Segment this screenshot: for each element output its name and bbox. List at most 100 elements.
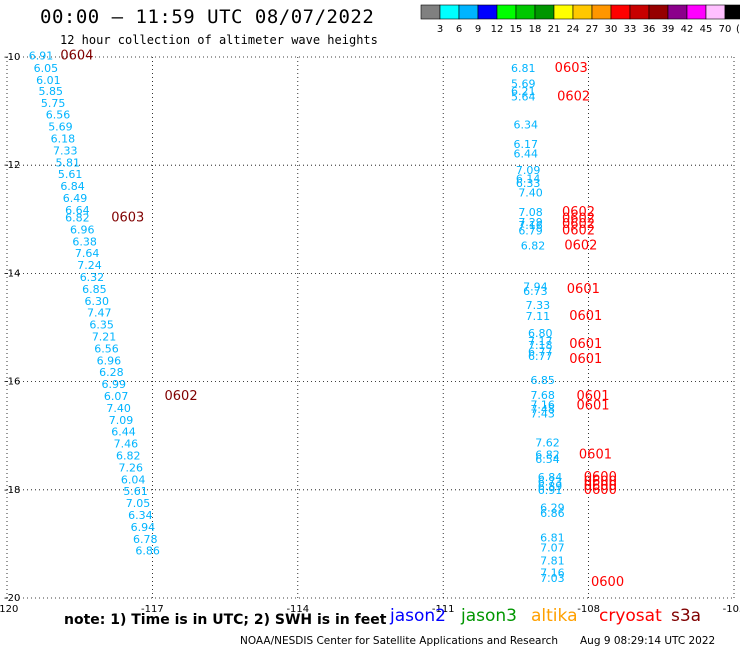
swh-data-point: 6.80	[528, 327, 553, 340]
swh-data-point: 6.05	[34, 62, 59, 75]
colorbar-tick-label: 39	[662, 24, 675, 35]
swh-data-point: 6.32	[80, 271, 105, 284]
colorbar-tick-label: 6	[456, 24, 462, 35]
y-tick-label: -18	[4, 485, 20, 496]
swh-data-point: 6.38	[72, 235, 97, 248]
swh-data-point: 6.21	[511, 85, 536, 98]
swh-data-point: 6.86	[135, 545, 160, 558]
time-label: 0601	[576, 389, 609, 404]
y-tick-label: -10	[4, 52, 20, 63]
time-label: 0603	[111, 210, 144, 225]
swh-data-point: 7.33	[53, 144, 78, 157]
colorbar-tick-label: 15	[510, 24, 523, 35]
swh-data-point: 7.47	[87, 307, 112, 320]
time-label: 0601	[567, 282, 600, 297]
time-label: 0602	[564, 239, 597, 254]
swh-data-point: 6.44	[111, 426, 136, 439]
swh-data-point: 7.26	[118, 461, 142, 474]
colorbar-tick-label: 70	[719, 24, 732, 35]
swh-data-point: 6.17	[513, 138, 538, 151]
swh-data-point: 6.30	[85, 295, 110, 308]
time-label: 0600	[591, 575, 624, 590]
swh-data-point: 6.35	[89, 319, 114, 332]
swh-data-point: 6.73	[538, 475, 563, 488]
swh-data-point: 7.08	[518, 206, 543, 219]
y-tick-label: -12	[4, 160, 20, 171]
swh-data-point: 7.05	[126, 497, 151, 510]
time-label: 0603	[555, 61, 588, 76]
colorbar-tick-label: 18	[529, 24, 542, 35]
chart-title: 00:00 – 11:59 UTC 08/07/2022	[40, 6, 375, 28]
swh-data-point: 5.61	[123, 485, 148, 498]
swh-data-point: 6.04	[121, 473, 146, 486]
swh-data-point: 6.91	[29, 50, 53, 63]
x-tick-label: -117	[141, 604, 164, 612]
swh-data-point: 6.78	[133, 533, 158, 546]
swh-data-point: 6.82	[116, 450, 141, 463]
time-label: 0602	[562, 205, 595, 220]
swh-data-point: 6.85	[82, 283, 107, 296]
time-label: 0604	[60, 49, 93, 64]
colorbar-tick-label: 24	[567, 24, 580, 35]
swh-data-point: 6.33	[516, 177, 541, 190]
swh-data-point: 6.96	[70, 223, 95, 236]
colorbar-tick-label: 12	[491, 24, 504, 35]
swh-data-point: 6.86	[540, 507, 565, 520]
swh-data-point: 6.85	[530, 374, 555, 387]
swh-data-point: 6.77	[528, 350, 553, 363]
swh-data-point: 6.29	[540, 501, 565, 514]
swh-data-point: 7.40	[518, 187, 543, 200]
footer-note: note: 1) Time is in UTC; 2) SWH is in fe…	[64, 612, 387, 628]
legend-s3a: s3a	[671, 606, 702, 626]
swh-data-point: 6.34	[513, 118, 538, 131]
swh-data-point: 7.16	[540, 566, 565, 579]
x-tick-label: -105	[723, 604, 740, 612]
time-label: 0602	[562, 217, 595, 232]
time-label: 0600	[584, 479, 617, 494]
altimeter-plot: -120 -117 -114 -111 -108 -105 -10 -12 -14 -16 -18 -…	[0, 49, 740, 612]
swh-data-point: 6.84	[60, 180, 85, 193]
swh-data-point: 6.81	[511, 62, 536, 75]
swh-data-point: 6.01	[36, 74, 61, 87]
swh-data-point: 6.28	[99, 366, 124, 379]
swh-data-point: 6.94	[131, 521, 156, 534]
swh-data-point: 6.56	[94, 342, 119, 355]
time-label: 0600	[584, 474, 617, 489]
swh-data-point: 6.73	[523, 285, 548, 298]
time-label: 0601	[579, 447, 612, 462]
swh-data-point: 5.69	[48, 121, 73, 134]
legend-altika: altika	[531, 606, 578, 626]
x-tick-label: -111	[432, 604, 455, 612]
colorbar-tick-label: 27	[586, 24, 599, 35]
swh-data-point: 7.16	[530, 399, 555, 412]
y-tick-label: -20	[4, 593, 20, 604]
swh-data-point: 5.81	[55, 156, 80, 169]
swh-data-point: 7.68	[530, 389, 555, 402]
time-label: 0601	[569, 309, 602, 324]
colorbar-tick-label: 30	[605, 24, 618, 35]
time-label: 0600	[584, 470, 617, 485]
time-label: 0601	[569, 352, 602, 367]
swh-data-point: 6.81	[540, 532, 565, 545]
time-label: 0602	[165, 389, 198, 404]
swh-data-point: 6.07	[104, 390, 129, 403]
swh-data-point: 5.61	[58, 168, 83, 181]
legend-cryosat: cryosat	[599, 606, 662, 626]
swh-data-point: 6.84	[538, 471, 563, 484]
swh-data-point: 7.11	[526, 310, 551, 323]
swh-data-point: 6.54	[535, 453, 560, 466]
colorbar-swatch	[724, 4, 740, 20]
colorbar-tick-label: 3	[437, 24, 443, 35]
x-tick-label: -120	[0, 604, 18, 612]
swh-data-point: 6.64	[65, 204, 90, 217]
swh-data-point: 7.07	[540, 541, 565, 554]
swh-data-point: 6.89	[538, 480, 563, 493]
colorbar-unit: (ft)	[736, 24, 740, 35]
time-label: 0601	[576, 399, 609, 414]
swh-data-point: 6.49	[63, 192, 87, 205]
swh-data-point: 7.40	[106, 402, 130, 415]
swh-data-point: 6.34	[128, 509, 153, 522]
swh-data-point: 6.82	[65, 211, 90, 224]
colorbar-tick-label: 21	[548, 24, 561, 35]
swh-data-point: 7.29	[518, 216, 543, 229]
